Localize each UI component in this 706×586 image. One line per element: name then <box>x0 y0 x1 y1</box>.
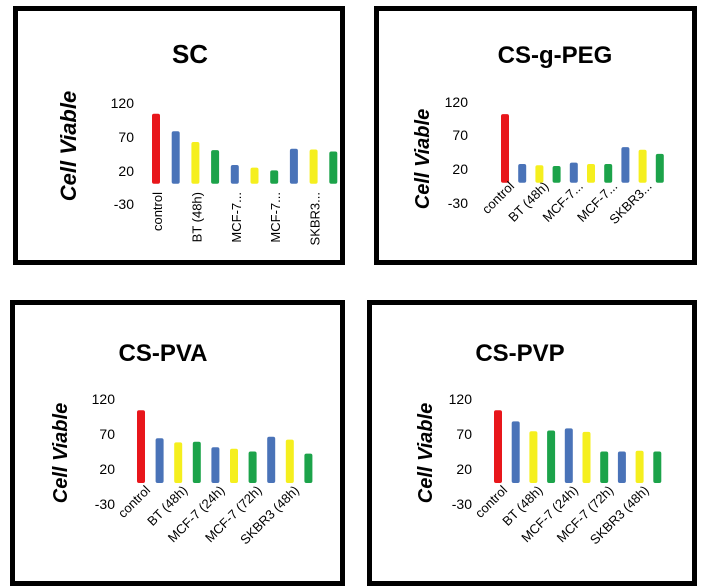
category-label-control: control <box>150 192 165 231</box>
bar-5 <box>569 162 578 183</box>
bar-4 <box>547 430 556 483</box>
bar-6 <box>230 448 238 483</box>
bar-8 <box>621 147 630 183</box>
bar-6 <box>250 167 259 184</box>
y-tick-label: 20 <box>99 461 115 477</box>
bar-10 <box>655 153 664 183</box>
bar-10 <box>329 151 338 184</box>
y-tick-label: 20 <box>118 163 134 179</box>
y-tick-label: -30 <box>452 496 472 512</box>
y-tick-label: 120 <box>445 94 469 110</box>
y-tick-label: -30 <box>448 195 468 211</box>
y-tick-label: 70 <box>452 127 468 143</box>
bar-6 <box>587 163 595 183</box>
bar-4 <box>211 150 220 184</box>
bar-1 <box>501 114 509 183</box>
bar-7 <box>270 170 279 184</box>
y-axis-label: Cell Viable <box>50 403 72 503</box>
bar-4 <box>192 441 201 483</box>
bar-1 <box>152 113 160 184</box>
chart-panel-cs-g-peg: CS-g-PEG Cell Viable 120 70 20 -30 control BT (… <box>374 6 697 265</box>
bar-3 <box>191 142 200 184</box>
y-tick-label: 20 <box>456 461 472 477</box>
bar-8 <box>617 451 626 483</box>
bar-2 <box>511 421 520 483</box>
bar-5 <box>211 447 220 483</box>
chart-title: CS-g-PEG <box>498 42 613 69</box>
bar-3 <box>529 431 538 483</box>
bar-7 <box>604 163 613 183</box>
chart-panel-cs-pva: CS-PVA Cell Viable 120 70 20 -30 control BT (48… <box>10 300 345 586</box>
y-tick-label: 120 <box>111 95 135 111</box>
y-tick-label: 120 <box>449 391 473 407</box>
bar-2 <box>518 163 527 183</box>
bar-9 <box>638 149 647 183</box>
chart-title: CS-PVA <box>119 340 208 367</box>
bar-3 <box>174 442 183 483</box>
bar-9 <box>285 439 294 483</box>
bar-10 <box>653 451 662 483</box>
y-tick-label: 70 <box>118 129 134 145</box>
bar-8 <box>267 436 276 483</box>
y-tick-label: 70 <box>456 426 472 442</box>
bar-5 <box>564 428 573 483</box>
bar-10 <box>304 453 313 483</box>
bar-4 <box>552 165 561 183</box>
bar-8 <box>289 148 298 184</box>
y-axis-label: Cell Viable <box>415 403 437 503</box>
bar-9 <box>635 450 644 483</box>
y-tick-label: -30 <box>114 196 134 212</box>
category-label-bt-48h: BT (48h) <box>189 192 204 242</box>
y-tick-label: 120 <box>92 391 116 407</box>
category-label-mcf-7: MCF-7... <box>229 192 244 243</box>
bar-9 <box>309 149 318 184</box>
chart-title: CS-PVP <box>475 340 564 367</box>
y-tick-label: -30 <box>95 496 115 512</box>
chart-sc: SC Cell Viable 120 70 20 -30 control BT (48h) MC… <box>56 39 338 245</box>
bar-2 <box>171 131 180 184</box>
bar-2 <box>155 438 164 483</box>
bar-3 <box>535 165 544 183</box>
category-label-mcf-7: MCF-7... <box>268 192 283 243</box>
y-tick-label: 20 <box>452 161 468 177</box>
bar-1 <box>137 410 145 483</box>
y-tick-label: 70 <box>99 426 115 442</box>
bar-7 <box>248 451 257 483</box>
category-label-skbr3: SKBR3... <box>308 192 323 245</box>
bar-5 <box>230 164 239 184</box>
bar-1 <box>494 410 502 483</box>
bar-7 <box>600 451 609 483</box>
chart-title: SC <box>172 39 208 69</box>
bar-6 <box>582 431 591 483</box>
y-axis-label: Cell Viable <box>412 109 434 209</box>
chart-panel-sc: SC Cell Viable 120 70 20 -30 control BT (48h) MC… <box>13 6 345 265</box>
chart-panel-cs-pvp: CS-PVP Cell Viable 120 70 20 -30 control BT (48… <box>367 300 697 586</box>
y-axis-label: Cell Viable <box>56 91 81 201</box>
